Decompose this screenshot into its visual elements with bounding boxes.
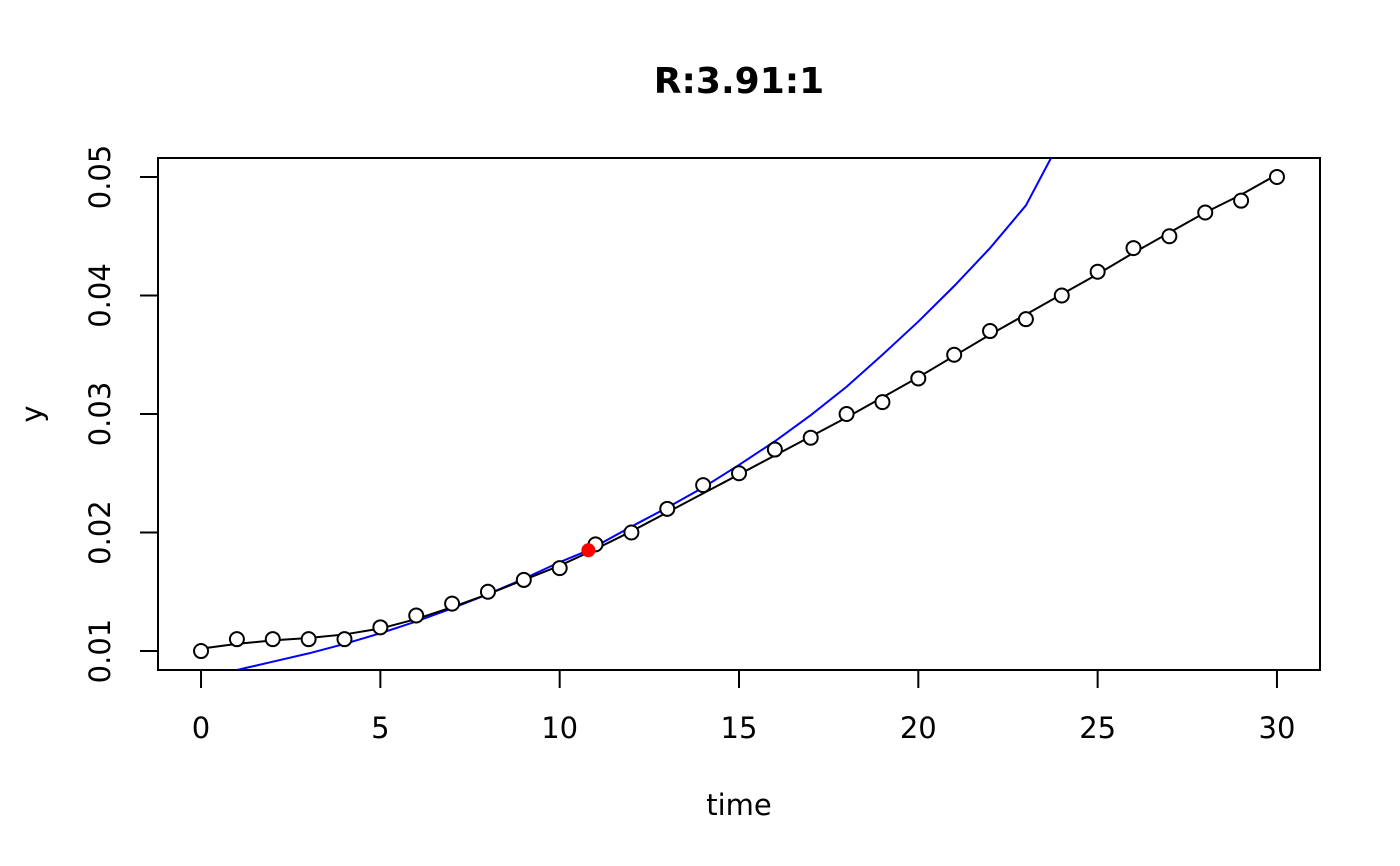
data-point [910,370,927,387]
observed-line [200,173,1278,650]
x-tick-label: 0 [192,711,210,745]
plot-frame [157,157,1321,671]
data-point [623,524,640,541]
y-tick-label: 0.03 [83,382,117,447]
x-tick-label: 30 [1259,711,1296,745]
y-tick-label: 0.05 [83,145,117,210]
data-point [1053,287,1070,304]
y-tick-label: 0.01 [83,619,117,684]
data-point [1089,263,1106,280]
data-point [408,607,425,624]
y-axis: 0.01 0.02 0.03 0.04 0.05 [83,145,159,684]
x-tick-label: 25 [1079,711,1116,745]
data-point [479,583,496,600]
x-tick-label: 15 [721,711,758,745]
data-point [264,631,281,648]
y-tick-label: 0.04 [83,263,117,328]
data-point [731,465,747,482]
data-point [515,571,532,588]
x-tick-label: 5 [371,711,389,745]
chart-title: R:3.91:1 [654,61,824,102]
data-point [228,631,245,648]
data-point [1268,168,1285,185]
data-point [1161,228,1178,245]
data-point [659,500,676,517]
data-point [766,441,783,458]
data-point [300,631,317,648]
data-point [336,631,353,648]
data-point [982,323,999,340]
plot-area [193,158,1285,670]
x-tick-label: 10 [541,711,578,745]
data-point [874,394,891,411]
data-point [444,595,461,612]
data-point [1197,204,1214,221]
x-axis: 0 5 10 15 20 25 30 [192,669,1296,745]
data-point [946,346,963,363]
data-point [838,406,855,422]
data-point [695,477,712,494]
data-point [1017,311,1034,328]
x-axis-label: time [706,788,772,822]
y-tick-label: 0.02 [83,500,117,565]
data-point [1125,240,1142,257]
highlight-point [581,543,596,558]
data-point [551,560,568,577]
y-axis-label: y [15,405,49,422]
x-tick-label: 20 [900,711,937,745]
fit-curve-line [236,158,1052,670]
data-point [802,429,819,446]
data-point [1233,192,1250,209]
data-point [372,619,389,636]
data-point [193,643,210,660]
